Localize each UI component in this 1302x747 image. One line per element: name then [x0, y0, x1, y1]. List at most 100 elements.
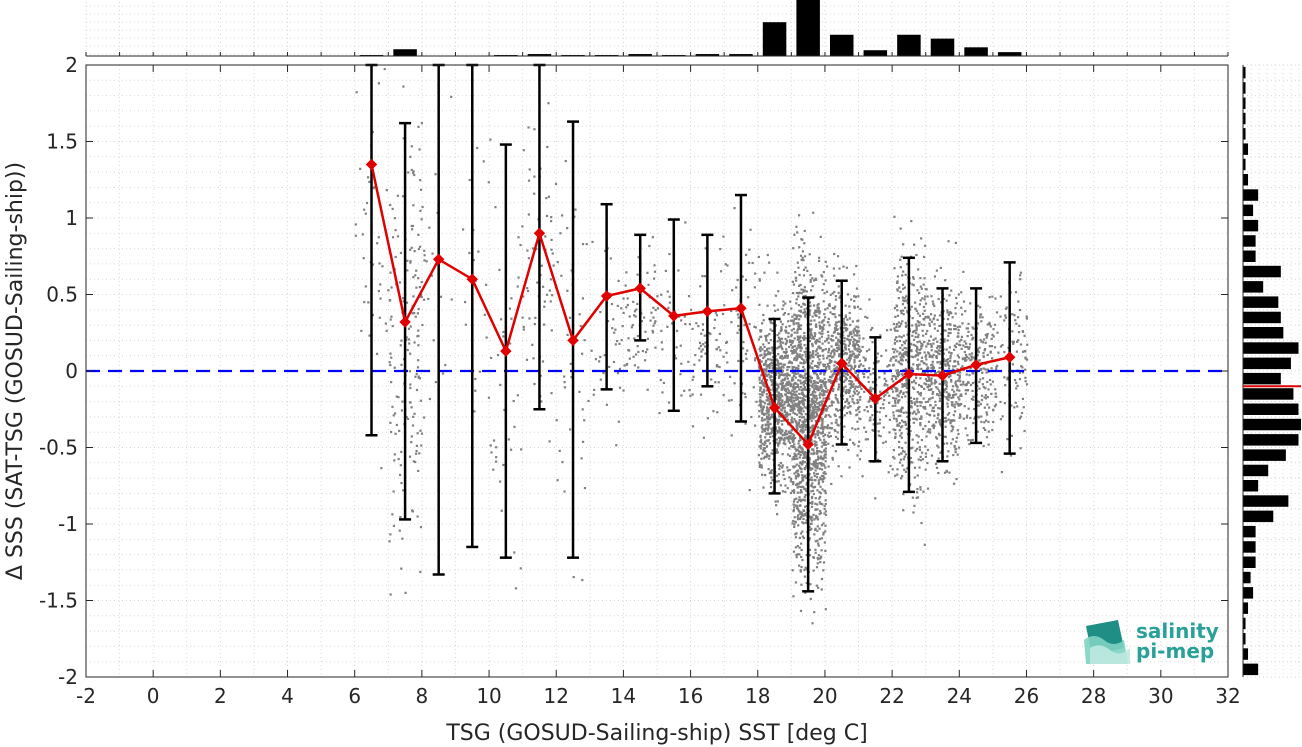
- scatter-point: [952, 425, 955, 429]
- scatter-point: [900, 432, 903, 435]
- scatter-point: [392, 490, 395, 493]
- top-hist-bar: [762, 22, 787, 57]
- scatter-point: [917, 411, 920, 414]
- scatter-point: [758, 445, 761, 448]
- scatter-point: [892, 449, 896, 452]
- scatter-point: [769, 482, 773, 485]
- scatter-point: [967, 357, 970, 360]
- scatter-point: [824, 385, 827, 388]
- scatter-point: [1016, 340, 1019, 343]
- scatter-point: [798, 392, 801, 396]
- scatter-point: [789, 399, 792, 402]
- scatter-point: [856, 373, 859, 377]
- scatter-point: [848, 379, 851, 383]
- scatter-point: [902, 352, 906, 355]
- scatter-point: [836, 349, 839, 353]
- scatter-point: [930, 295, 933, 298]
- scatter-point: [654, 308, 657, 312]
- scatter-point: [774, 426, 778, 429]
- scatter-point: [824, 472, 827, 475]
- scatter-point: [879, 435, 882, 438]
- scatter-point: [827, 435, 831, 438]
- scatter-point: [763, 447, 767, 450]
- scatter-point: [927, 315, 930, 318]
- scatter-point: [550, 248, 553, 251]
- scatter-point: [899, 356, 902, 359]
- scatter-point: [391, 405, 394, 408]
- scatter-point: [942, 297, 946, 300]
- scatter-point: [984, 333, 987, 337]
- scatter-point: [966, 327, 970, 330]
- scatter-point: [930, 364, 933, 367]
- scatter-point: [419, 188, 423, 191]
- scatter-point: [896, 399, 900, 402]
- scatter-point: [559, 232, 562, 235]
- scatter-point: [624, 284, 627, 287]
- scatter-point: [796, 402, 799, 406]
- scatter-point: [925, 435, 928, 438]
- scatter-point: [389, 364, 392, 367]
- scatter-point: [797, 524, 800, 527]
- right-hist-bar: [1243, 403, 1299, 415]
- scatter-point: [818, 537, 822, 541]
- scatter-point: [931, 390, 935, 394]
- scatter-point: [798, 411, 801, 414]
- scatter-point: [870, 405, 873, 409]
- scatter-point: [930, 379, 933, 382]
- scatter-point: [783, 351, 787, 354]
- scatter-point: [397, 396, 400, 399]
- scatter-point: [857, 330, 861, 333]
- scatter-point: [791, 345, 795, 348]
- scatter-point: [392, 414, 395, 417]
- scatter-point: [420, 122, 424, 125]
- scatter-point: [784, 416, 787, 419]
- scatter-point: [919, 488, 922, 491]
- scatter-point: [906, 415, 909, 418]
- scatter-point: [909, 342, 912, 345]
- scatter-point: [781, 369, 785, 373]
- scatter-point: [813, 464, 817, 467]
- scatter-point: [825, 409, 828, 412]
- scatter-point: [580, 457, 583, 460]
- scatter-point: [924, 383, 928, 386]
- scatter-point: [764, 418, 767, 421]
- scatter-point: [792, 435, 795, 439]
- scatter-point: [848, 350, 852, 353]
- scatter-point: [791, 351, 794, 355]
- scatter-point: [848, 383, 851, 386]
- scatter-point: [801, 535, 804, 538]
- scatter-point: [897, 401, 900, 404]
- scatter-point: [801, 421, 804, 424]
- scatter-point: [769, 470, 772, 473]
- scatter-point: [822, 270, 825, 274]
- scatter-point: [937, 352, 940, 355]
- scatter-point: [951, 428, 954, 431]
- scatter-point: [574, 208, 577, 211]
- scatter-point: [495, 456, 498, 459]
- scatter-point: [420, 218, 423, 221]
- scatter-point: [922, 406, 925, 409]
- scatter-point: [934, 421, 938, 424]
- scatter-point: [819, 485, 822, 488]
- scatter-point: [585, 243, 588, 246]
- scatter-point: [919, 404, 922, 407]
- scatter-point: [799, 570, 802, 573]
- scatter-point: [850, 380, 853, 383]
- scatter-point: [790, 329, 793, 332]
- scatter-point: [766, 407, 769, 410]
- scatter-point: [698, 359, 701, 362]
- scatter-point: [969, 439, 973, 442]
- scatter-point: [768, 366, 771, 370]
- scatter-point: [821, 503, 824, 506]
- scatter-point: [993, 346, 997, 349]
- scatter-point: [762, 391, 765, 394]
- scatter-point: [949, 420, 952, 424]
- scatter-point: [968, 343, 972, 346]
- scatter-point: [830, 380, 833, 383]
- scatter-point: [821, 329, 824, 333]
- scatter-point: [813, 319, 816, 322]
- scatter-point: [801, 514, 804, 517]
- scatter-point: [799, 254, 803, 257]
- scatter-point: [817, 457, 820, 460]
- scatter-point: [820, 537, 823, 540]
